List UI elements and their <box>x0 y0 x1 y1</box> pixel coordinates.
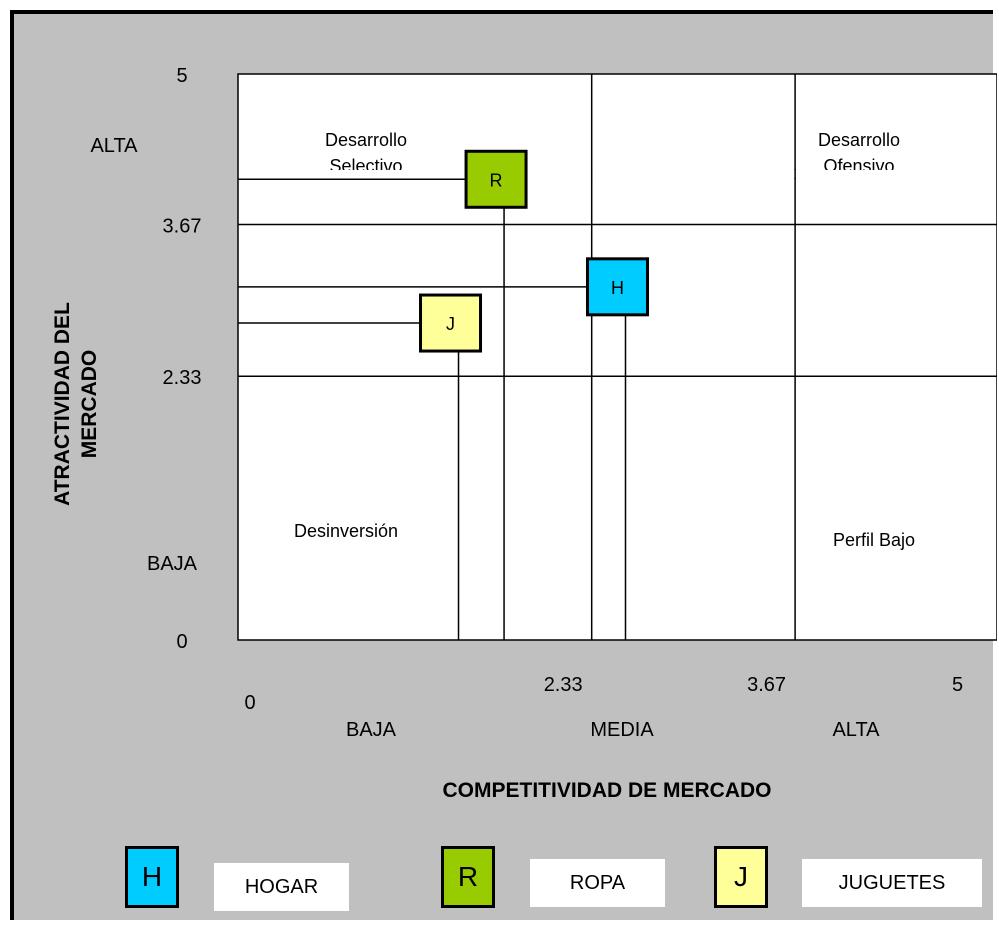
y-level-label: ALTA <box>90 135 138 157</box>
legend-label-juguetes: JUGUETES <box>802 859 982 907</box>
y-axis-title: MERCADO <box>78 350 101 459</box>
x-tick-label: 5 <box>952 674 963 696</box>
chart-frame: 0 2.33 3.67 5 0 2.33 3.67 5 ALTA BAJA BAJA MEDIA ALT… <box>10 10 997 920</box>
x-tick-label: 0 <box>244 692 255 714</box>
data-point-ropa <box>464 149 528 209</box>
quadrant-label: Desinversión <box>294 521 398 541</box>
quadrant-label: Perfil Bajo <box>833 530 915 550</box>
y-level-label: BAJA <box>147 553 198 575</box>
legend-label-hogar: HOGAR <box>214 863 349 911</box>
legend-label-ropa: ROPA <box>530 859 665 907</box>
data-point-hogar <box>586 257 649 317</box>
y-tick-label: 2.33 <box>163 367 202 389</box>
quadrant-label-mask <box>240 170 995 178</box>
quadrant-label: Desarrollo <box>818 130 900 150</box>
x-tick-label: 3.67 <box>747 674 786 696</box>
x-axis-title: COMPETITIVIDAD DE MERCADO <box>442 779 771 802</box>
x-level-label: ALTA <box>832 719 880 741</box>
ge-matrix-chart: 0 2.33 3.67 5 0 2.33 3.67 5 ALTA BAJA BAJA MEDIA ALT… <box>51 65 997 802</box>
data-point-label-juguetes: J <box>446 314 455 334</box>
legend-marker-juguetes: J <box>714 846 768 908</box>
x-level-label: MEDIA <box>590 719 654 741</box>
y-tick-label: 0 <box>176 631 187 653</box>
legend-marker-ropa: R <box>441 846 495 908</box>
x-tick-label: 2.33 <box>544 674 583 696</box>
y-axis-title: ATRACTIVIDAD DEL <box>51 302 74 506</box>
data-point-juguetes <box>419 293 483 353</box>
quadrant-label: Desarrollo <box>325 130 407 150</box>
plot-area <box>237 73 997 641</box>
data-point-label-hogar: H <box>611 278 624 298</box>
y-tick-label: 3.67 <box>163 216 202 238</box>
x-level-label: BAJA <box>346 719 397 741</box>
legend-marker-hogar: H <box>125 846 179 908</box>
data-point-label-ropa: R <box>490 170 503 190</box>
y-tick-label: 5 <box>176 65 187 87</box>
